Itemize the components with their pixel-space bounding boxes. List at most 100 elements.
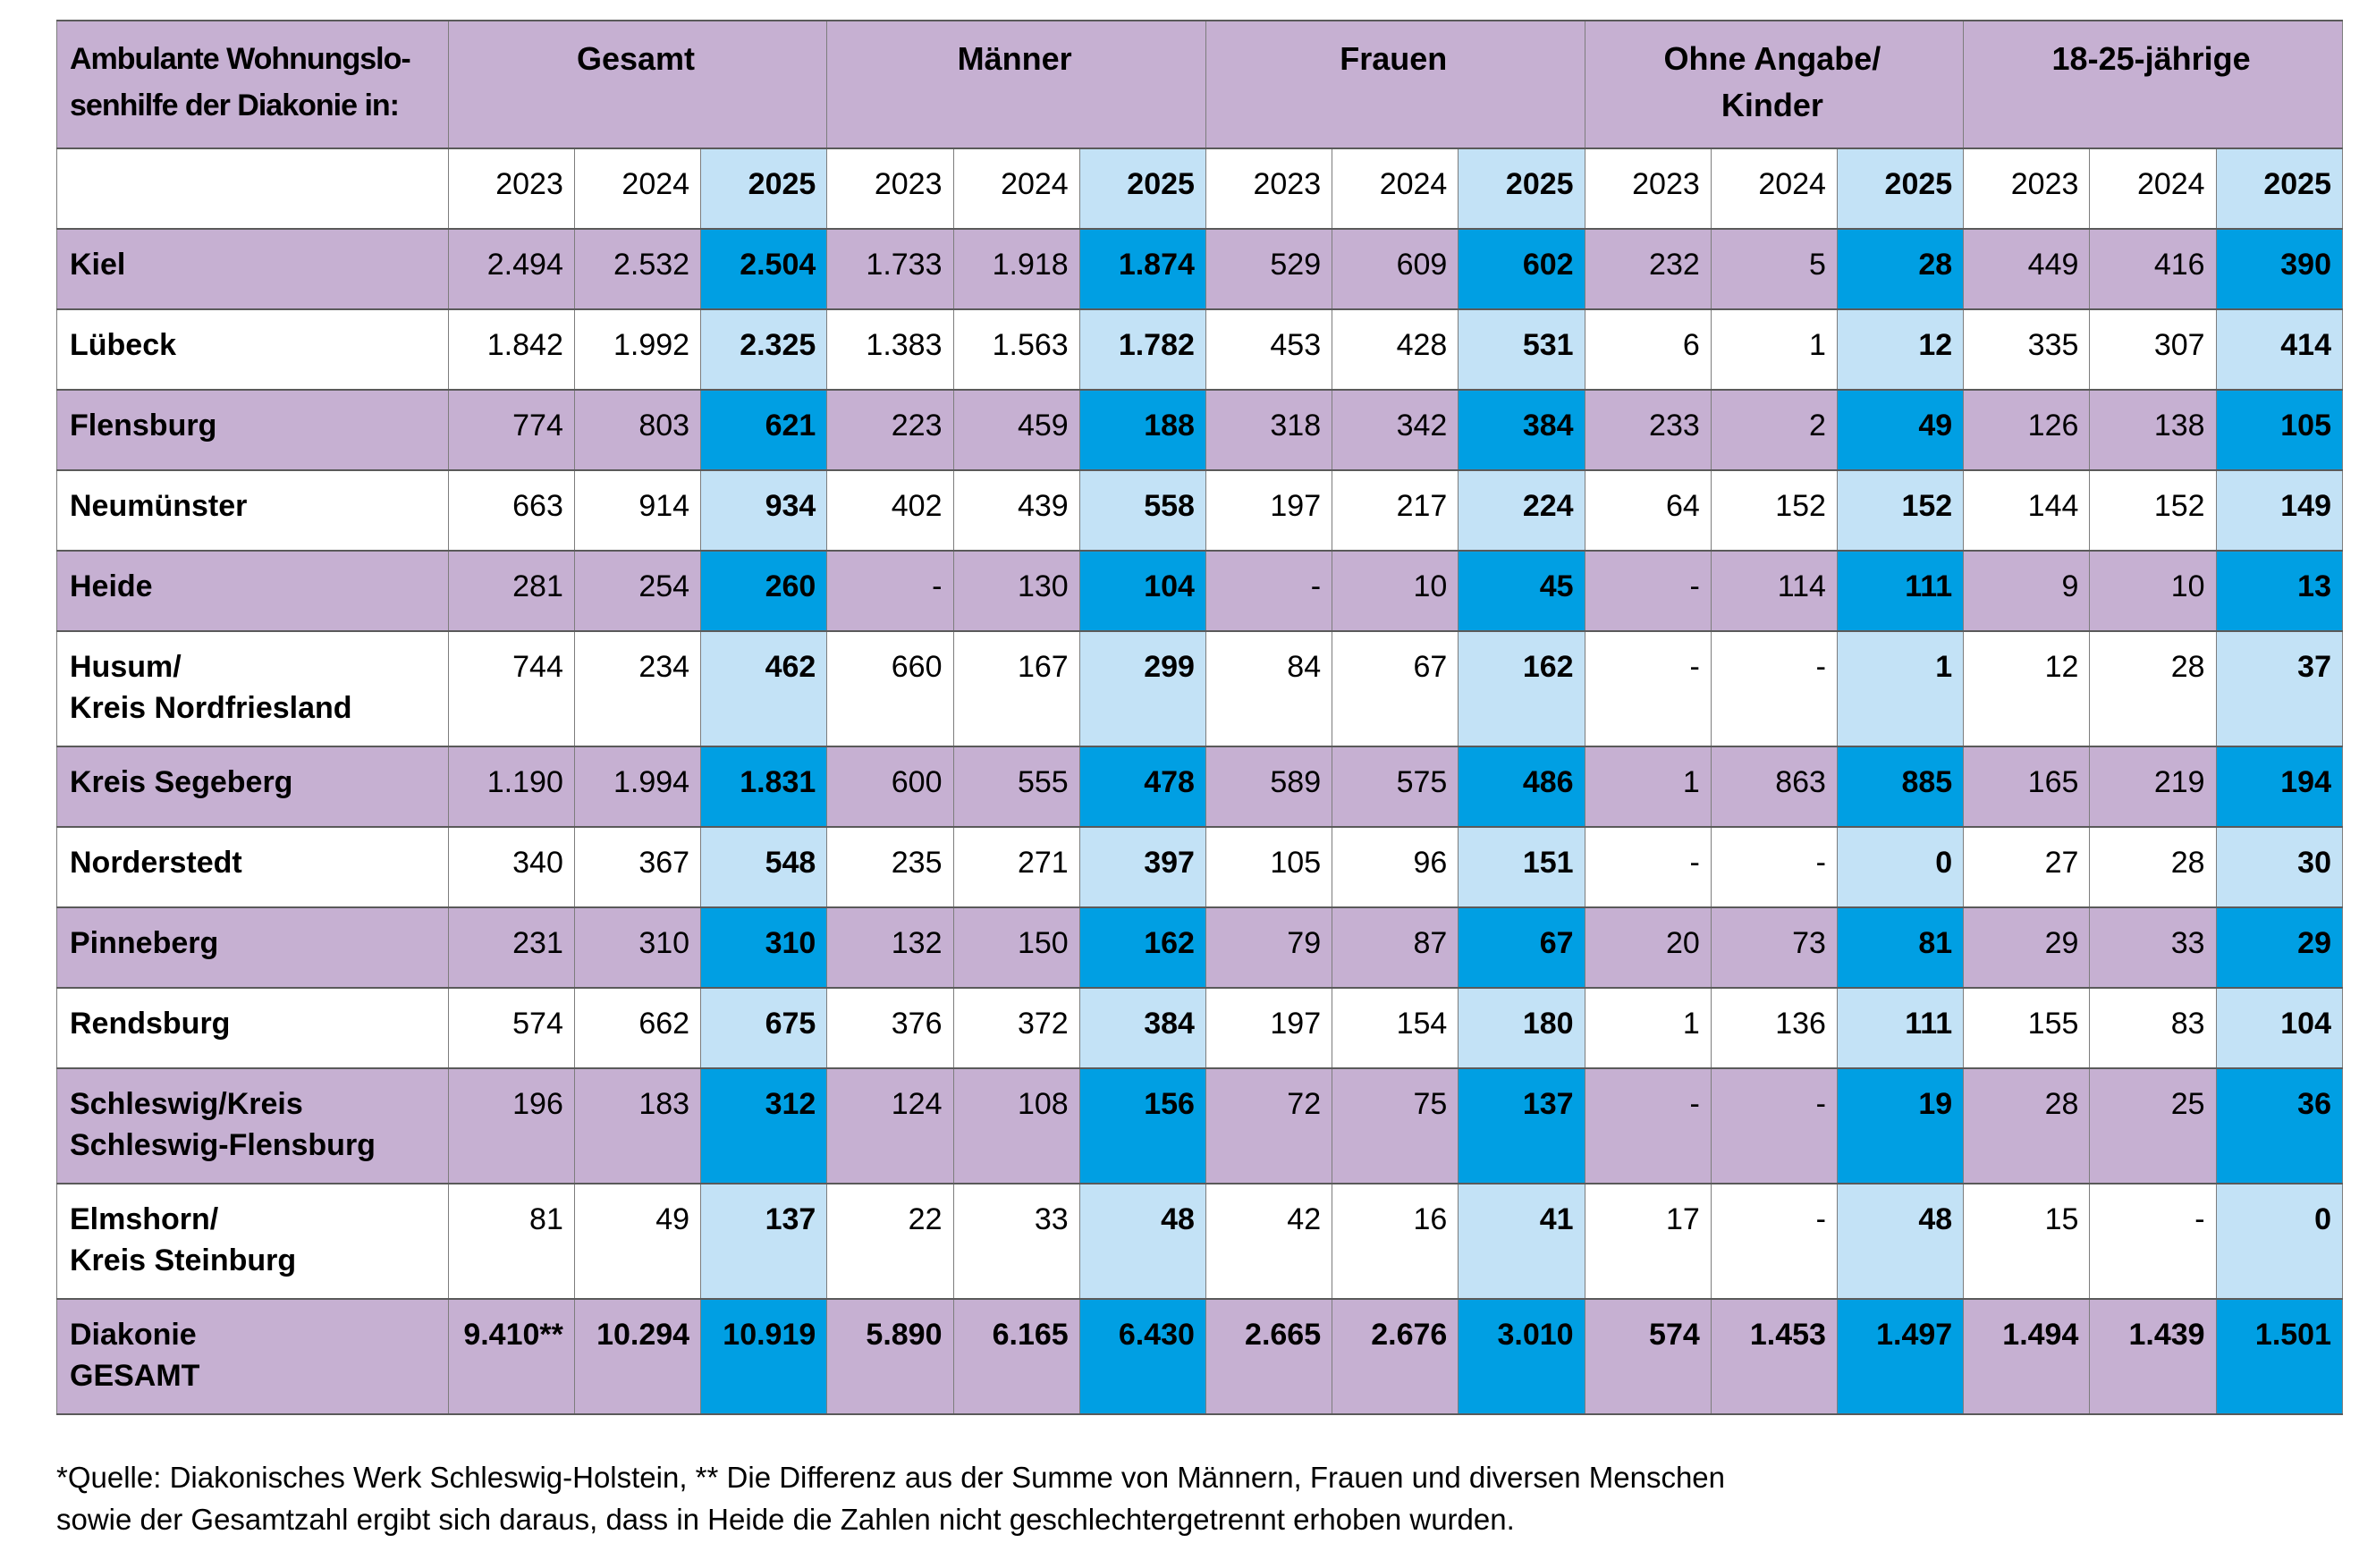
cell-value: 2.325	[700, 308, 828, 391]
cell-value: 96	[1332, 826, 1459, 908]
cell-value: 340	[447, 826, 575, 908]
cell-value: 863	[1710, 746, 1838, 828]
cell-value: 1.874	[1078, 228, 1206, 310]
year-header: 2023	[1963, 148, 2091, 230]
cell-value: 2.676	[1332, 1298, 1459, 1415]
row-label: Diakonie GESAMT	[56, 1298, 449, 1415]
cell-value: 196	[447, 1067, 575, 1184]
cell-value: -	[1710, 1183, 1838, 1300]
cell-value: 137	[1458, 1067, 1585, 1184]
year-header: 2024	[2089, 148, 2217, 230]
group-header-gesamt: Gesamt	[447, 20, 828, 149]
footnote: *Quelle: Diakonisches Werk Schleswig-Hol…	[56, 1461, 1725, 1536]
cell-value: 449	[1963, 228, 2091, 310]
row-label: Rendsburg	[56, 987, 449, 1069]
cell-value: 20	[1584, 906, 1712, 989]
cell-value: -	[1584, 630, 1712, 747]
cell-value: 2.665	[1205, 1298, 1333, 1415]
cell-value: 589	[1205, 746, 1333, 828]
header-row-years: 2023 2024 2025 2023 2024 2025 2023 2024 …	[56, 148, 2344, 230]
table-row: Husum/ Kreis Nordfriesland 744 234 462 660 16…	[56, 630, 2344, 747]
cell-value: 662	[573, 987, 702, 1069]
cell-value: 478	[1078, 746, 1206, 828]
cell-value: 486	[1458, 746, 1585, 828]
group-header-frauen: Frauen	[1205, 20, 1585, 149]
cell-value: 376	[826, 987, 954, 1069]
year-header: 2024	[952, 148, 1080, 230]
cell-value: 660	[826, 630, 954, 747]
row-label: Flensburg	[56, 389, 449, 471]
cell-value: 19	[1836, 1067, 1965, 1184]
cell-value: 81	[1836, 906, 1965, 989]
cell-value: 16	[1332, 1183, 1459, 1300]
cell-value: -	[1584, 826, 1712, 908]
cell-value: 165	[1963, 746, 2091, 828]
cell-value: 33	[952, 1183, 1080, 1300]
cell-value: 36	[2215, 1067, 2344, 1184]
year-header: 2023	[1205, 148, 1333, 230]
table-row: Kreis Segeberg 1.190 1.994 1.831 600 555 478 58…	[56, 746, 2344, 828]
cell-value: 144	[1963, 469, 2091, 552]
year-header: 2024	[1332, 148, 1459, 230]
cell-value: 254	[573, 550, 702, 632]
table-row: Flensburg 774 803 621 223 459 188 318 342 384 233 2…	[56, 389, 2344, 471]
cell-value: 22	[826, 1183, 954, 1300]
cell-value: 1.190	[447, 746, 575, 828]
cell-value: 224	[1458, 469, 1585, 552]
cell-value: 132	[826, 906, 954, 989]
row-label: Kiel	[56, 228, 449, 310]
cell-value: -	[1710, 1067, 1838, 1184]
row-label: Husum/ Kreis Nordfriesland	[56, 630, 449, 747]
cell-value: 162	[1458, 630, 1585, 747]
cell-value: 217	[1332, 469, 1459, 552]
cell-value: 803	[573, 389, 702, 471]
cell-value: 104	[2215, 987, 2344, 1069]
cell-value: 1.782	[1078, 308, 1206, 391]
cell-value: 33	[2089, 906, 2217, 989]
cell-value: 1	[1710, 308, 1838, 391]
table-row: Elmshorn/ Kreis Steinburg 81 49 137 22 33 48 42…	[56, 1183, 2344, 1300]
cell-value: -	[1710, 630, 1838, 747]
cell-value: 156	[1078, 1067, 1206, 1184]
cell-value: 152	[1836, 469, 1965, 552]
cell-value: 1.494	[1963, 1298, 2091, 1415]
cell-value: 150	[952, 906, 1080, 989]
table-row: Rendsburg 574 662 675 376 372 384 197 154 180 1 136…	[56, 987, 2344, 1069]
cell-value: 3.010	[1458, 1298, 1585, 1415]
cell-value: 130	[952, 550, 1080, 632]
table-body: Kiel 2.494 2.532 2.504 1.733 1.918 1.874 529 609…	[56, 228, 2344, 1415]
cell-value: 108	[952, 1067, 1080, 1184]
cell-value: 111	[1836, 987, 1965, 1069]
cell-value: 0	[1836, 826, 1965, 908]
cell-value: 934	[700, 469, 828, 552]
table-row: Norderstedt 340 367 548 235 271 397 105 96 151- -0…	[56, 826, 2344, 908]
row-label: Neumünster	[56, 469, 449, 552]
cell-value: 28	[2089, 630, 2217, 747]
cell-value: 67	[1458, 906, 1585, 989]
row-label: Schleswig/Kreis Schleswig-Flensburg	[56, 1067, 449, 1184]
cell-value: 79	[1205, 906, 1333, 989]
header-row-groups: Ambulante Wohnungslo- senhilfe der Diako…	[56, 20, 2343, 149]
cell-value: 2	[1710, 389, 1838, 471]
cell-value: 180	[1458, 987, 1585, 1069]
cell-value: 152	[2089, 469, 2217, 552]
cell-value: 29	[2215, 906, 2344, 989]
cell-value: 231	[447, 906, 575, 989]
cell-value: 1.501	[2215, 1298, 2344, 1415]
cell-value: 197	[1205, 469, 1333, 552]
cell-value: 67	[1332, 630, 1459, 747]
cell-value: 1.918	[952, 228, 1080, 310]
cell-value: 111	[1836, 550, 1965, 632]
cell-value: 137	[700, 1183, 828, 1300]
cell-value: 9	[1963, 550, 2091, 632]
cell-value: 84	[1205, 630, 1333, 747]
cell-value: 397	[1078, 826, 1206, 908]
cell-value: 188	[1078, 389, 1206, 471]
cell-value: 72	[1205, 1067, 1333, 1184]
cell-value: 152	[1710, 469, 1838, 552]
cell-value: 1.842	[447, 308, 575, 391]
cell-value: 367	[573, 826, 702, 908]
cell-value: 439	[952, 469, 1080, 552]
cell-value: -	[2089, 1183, 2217, 1300]
